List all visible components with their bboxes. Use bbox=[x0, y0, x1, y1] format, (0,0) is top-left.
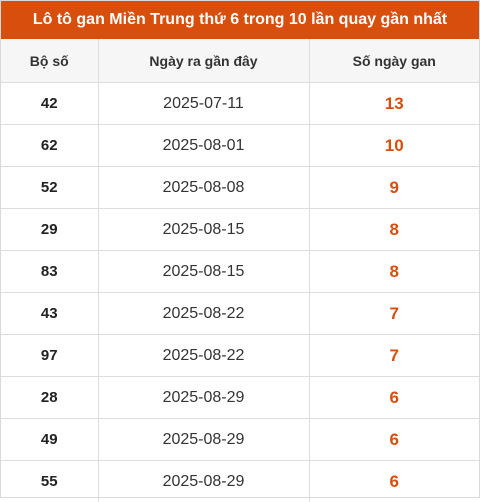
row-number: 55 bbox=[1, 461, 98, 502]
gan-table: Bộ số Ngày ra gần đây Số ngày gan 42 202… bbox=[1, 39, 479, 502]
row-number: 62 bbox=[1, 125, 98, 167]
row-number: 52 bbox=[1, 167, 98, 209]
row-days: 7 bbox=[309, 293, 479, 335]
table-header: Bộ số Ngày ra gần đây Số ngày gan bbox=[1, 39, 479, 83]
row-date: 2025-08-08 bbox=[98, 167, 309, 209]
row-date: 2025-08-22 bbox=[98, 335, 309, 377]
row-number: 83 bbox=[1, 251, 98, 293]
row-days: 6 bbox=[309, 419, 479, 461]
row-date: 2025-08-29 bbox=[98, 419, 309, 461]
row-days: 9 bbox=[309, 167, 479, 209]
row-date: 2025-07-11 bbox=[98, 83, 309, 125]
table-row: 97 2025-08-22 7 bbox=[1, 335, 479, 377]
table-row: 83 2025-08-15 8 bbox=[1, 251, 479, 293]
row-number: 97 bbox=[1, 335, 98, 377]
table-row: 28 2025-08-29 6 bbox=[1, 377, 479, 419]
table-row: 43 2025-08-22 7 bbox=[1, 293, 479, 335]
row-date: 2025-08-29 bbox=[98, 377, 309, 419]
table-row: 49 2025-08-29 6 bbox=[1, 419, 479, 461]
header-row: Bộ số Ngày ra gần đây Số ngày gan bbox=[1, 39, 479, 83]
table-row: 29 2025-08-15 8 bbox=[1, 209, 479, 251]
row-date: 2025-08-01 bbox=[98, 125, 309, 167]
row-number: 43 bbox=[1, 293, 98, 335]
table-row: 62 2025-08-01 10 bbox=[1, 125, 479, 167]
row-number: 29 bbox=[1, 209, 98, 251]
row-date: 2025-08-22 bbox=[98, 293, 309, 335]
table-body: 42 2025-07-11 13 62 2025-08-01 10 52 202… bbox=[1, 83, 479, 502]
table-row: 52 2025-08-08 9 bbox=[1, 167, 479, 209]
row-date: 2025-08-29 bbox=[98, 461, 309, 502]
header-number: Bộ số bbox=[1, 39, 98, 83]
row-number: 28 bbox=[1, 377, 98, 419]
row-days: 8 bbox=[309, 209, 479, 251]
table-row: 42 2025-07-11 13 bbox=[1, 83, 479, 125]
row-days: 8 bbox=[309, 251, 479, 293]
header-date: Ngày ra gần đây bbox=[98, 39, 309, 83]
row-days: 10 bbox=[309, 125, 479, 167]
header-days: Số ngày gan bbox=[309, 39, 479, 83]
row-days: 13 bbox=[309, 83, 479, 125]
row-number: 42 bbox=[1, 83, 98, 125]
panel-title: Lô tô gan Miền Trung thứ 6 trong 10 lần … bbox=[1, 1, 479, 39]
row-date: 2025-08-15 bbox=[98, 209, 309, 251]
table-row: 55 2025-08-29 6 bbox=[1, 461, 479, 502]
row-date: 2025-08-15 bbox=[98, 251, 309, 293]
row-number: 49 bbox=[1, 419, 98, 461]
row-days: 6 bbox=[309, 461, 479, 502]
row-days: 7 bbox=[309, 335, 479, 377]
row-days: 6 bbox=[309, 377, 479, 419]
